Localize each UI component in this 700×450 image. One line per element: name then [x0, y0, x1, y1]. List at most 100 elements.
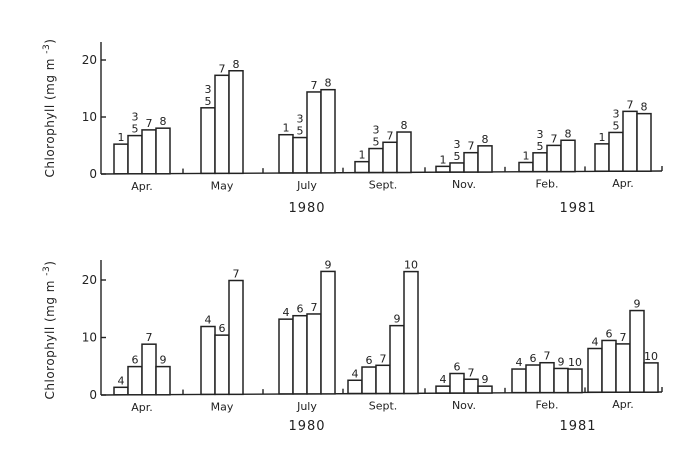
bar [622, 110, 638, 172]
bar [354, 160, 370, 174]
bar-label: 5 [205, 95, 212, 108]
bar-label: 5 [537, 140, 544, 153]
bar [403, 270, 419, 395]
bar [449, 372, 465, 394]
y-axis-label-exponent: -3 [42, 266, 52, 276]
bar-label: 1 [118, 131, 125, 144]
bar [278, 318, 294, 395]
bar-label: 6 [530, 352, 537, 365]
bar [200, 325, 216, 396]
bar [560, 139, 576, 173]
y-tick-label: 0 [89, 167, 97, 181]
bar-label: 7 [387, 129, 394, 142]
bar-label: 7 [146, 331, 153, 344]
bar-label: 3 [373, 124, 380, 137]
bar-label: 5 [613, 119, 620, 132]
bar-label: 8 [565, 127, 572, 140]
y-axis-label-close: ) [43, 261, 57, 266]
year-label: 1980 [288, 419, 325, 434]
bar [546, 144, 562, 173]
bar-label: 10 [404, 259, 418, 272]
bar-label: 8 [641, 101, 648, 114]
y-tick-label: 20 [82, 53, 97, 67]
y-tick-label: 0 [89, 388, 97, 402]
bar [463, 151, 479, 173]
bar [463, 378, 479, 394]
bar-label: 1 [440, 153, 447, 166]
month-label: Sept. [369, 178, 398, 191]
month-label: Feb. [536, 178, 559, 191]
bar-label: 4 [516, 356, 523, 369]
month-label: May [211, 400, 234, 413]
bar [396, 131, 412, 174]
bar [320, 270, 336, 395]
bar-label: 4 [352, 367, 359, 380]
bar [594, 143, 610, 172]
bar [214, 74, 230, 175]
bar-label: 10 [568, 356, 582, 369]
y-axis-label-main: Chlorophyll [43, 100, 57, 177]
y-tick-label: 10 [82, 331, 97, 345]
year-label: 1981 [559, 419, 596, 434]
bar-label: 6 [366, 354, 373, 367]
bar [113, 386, 129, 396]
bar [435, 165, 451, 173]
bar-label: 7 [627, 98, 634, 111]
bar [375, 364, 391, 395]
bar [228, 279, 244, 396]
bar-label: 1 [283, 122, 290, 135]
bar-label: 3 [454, 138, 461, 151]
bar-label: 4 [592, 336, 599, 349]
bar-label: 6 [454, 361, 461, 374]
bar-label: 9 [634, 298, 641, 311]
bar [553, 367, 569, 394]
bar [141, 129, 157, 175]
bar-label: 3 [613, 107, 620, 120]
y-axis-label-unit: (mg m [43, 54, 57, 100]
y-axis-label-close: ) [43, 39, 57, 44]
bar-label: 4 [118, 374, 125, 387]
bar [155, 365, 171, 396]
bar-label: 4 [283, 306, 290, 319]
bar [155, 127, 171, 175]
bar [435, 385, 451, 394]
bar [127, 365, 143, 396]
bar [382, 141, 398, 174]
bar-label: 7 [219, 62, 226, 75]
bar [320, 88, 336, 174]
month-label: Apr. [131, 180, 153, 193]
bar [214, 334, 230, 396]
bar-label: 9 [160, 354, 167, 367]
bar-label: 7 [146, 117, 153, 130]
bar [347, 379, 363, 395]
bar [567, 368, 583, 394]
month-label: Sept. [369, 399, 398, 412]
bar [477, 385, 493, 394]
bar-label: 7 [468, 140, 475, 153]
bar-label: 9 [394, 313, 401, 326]
year-label: 1980 [288, 201, 325, 216]
month-label: Feb. [536, 399, 559, 412]
bar-label: 1 [599, 131, 606, 144]
month-label: Apr. [612, 398, 634, 411]
bar-label: 5 [454, 150, 461, 163]
bar-label: 7 [311, 301, 318, 314]
bar [449, 162, 465, 173]
bar-label: 10 [644, 350, 658, 363]
y-tick-label: 10 [82, 110, 97, 124]
bar-label: 5 [373, 136, 380, 149]
bar-label: 9 [558, 355, 565, 368]
bar-label: 7 [380, 352, 387, 365]
bar [141, 343, 157, 396]
month-label: Apr. [612, 177, 634, 190]
bar [615, 343, 631, 393]
month-label: July [296, 179, 317, 192]
bar-label: 9 [482, 373, 489, 386]
bar [292, 136, 308, 174]
y-axis-label-exponent: -3 [42, 44, 52, 54]
bar-label: 7 [544, 350, 551, 363]
bar [127, 134, 143, 175]
bar-label: 7 [620, 331, 627, 344]
